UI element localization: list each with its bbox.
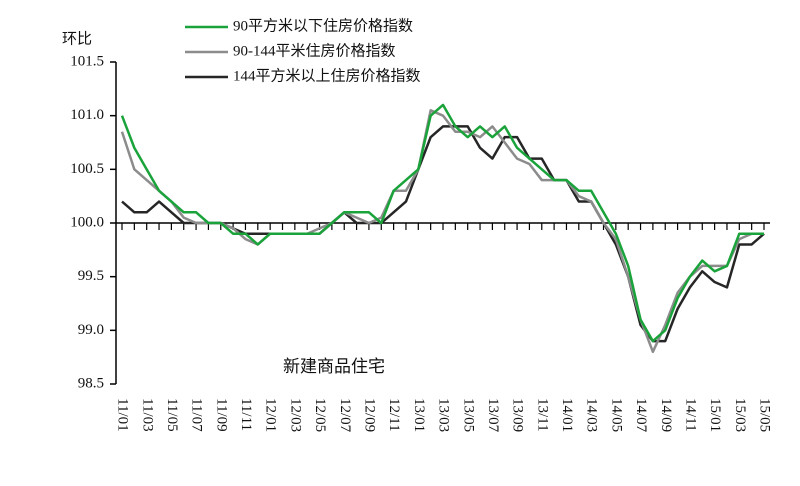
x-tick-label: 12/09	[361, 398, 377, 432]
x-tick-label: 12/05	[312, 398, 328, 432]
y-tick-label: 99.0	[78, 322, 104, 338]
x-tick-label: 11/11	[238, 398, 254, 431]
y-tick-label: 98.5	[78, 375, 104, 391]
x-tick-label: 13/09	[510, 398, 526, 432]
x-tick-label: 15/05	[757, 398, 773, 432]
x-tick-label: 11/09	[213, 398, 229, 432]
x-tick-label: 12/01	[263, 398, 279, 432]
y-tick-label: 101.0	[70, 107, 104, 123]
series-line	[120, 103, 764, 343]
legend-label: 144平方米以上住房价格指数	[233, 67, 421, 84]
x-tick-label: 15/01	[707, 398, 723, 432]
legend-label: 90平方米以下住房价格指数	[233, 17, 413, 34]
x-tick-label: 11/01	[115, 398, 131, 432]
x-tick-label: 15/03	[732, 398, 748, 432]
x-tick-label: 11/03	[139, 398, 155, 432]
x-tick-label: 12/03	[287, 398, 303, 432]
legend-label: 90-144平米住房价格指数	[233, 42, 396, 59]
y-tick-label: 99.5	[78, 268, 104, 284]
x-tick-label: 12/11	[386, 398, 402, 432]
x-tick-label: 14/03	[584, 398, 600, 432]
x-tick-label: 14/01	[559, 398, 575, 432]
y-tick-label: 100.0	[70, 214, 104, 230]
x-tick-label: 13/05	[460, 398, 476, 432]
x-tick-label: 13/01	[411, 398, 427, 432]
series-line	[121, 125, 765, 343]
y-axis-label: 环比	[62, 30, 92, 47]
series-line	[120, 109, 764, 354]
x-tick-label: 11/05	[164, 398, 180, 432]
x-tick-label: 13/03	[436, 398, 452, 432]
x-tick-label: 14/05	[608, 398, 624, 432]
x-tick-label: 13/07	[485, 398, 501, 433]
y-tick-label: 100.5	[70, 161, 104, 177]
x-tick-label: 12/07	[337, 398, 353, 433]
x-tick-label: 11/07	[189, 398, 205, 432]
y-tick-label: 101.5	[70, 53, 104, 69]
x-tick-label: 14/07	[633, 398, 649, 433]
x-tick-label: 14/09	[658, 398, 674, 432]
annotation: 新建商品住宅	[283, 357, 385, 376]
x-tick-label: 14/11	[682, 398, 698, 432]
x-tick-label: 13/11	[534, 398, 550, 432]
